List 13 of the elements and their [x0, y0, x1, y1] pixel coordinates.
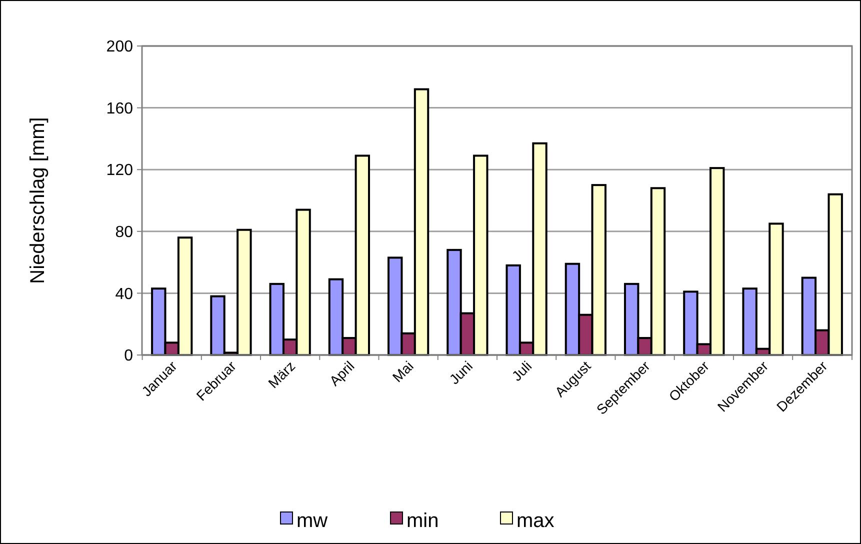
legend-label: max	[516, 510, 554, 532]
x-tick-label: Juni	[446, 358, 476, 388]
legend-label: min	[406, 510, 439, 532]
y-tick-label: 80	[115, 224, 134, 241]
y-tick-label: 160	[106, 100, 134, 118]
y-axis-title: Niederschlag [mm]	[27, 117, 49, 284]
legend-label: mw	[296, 510, 328, 532]
y-tick-label: 0	[124, 348, 134, 365]
y-tick-label: 120	[106, 162, 134, 180]
x-tick-label: Mai	[389, 358, 416, 386]
x-tick-label: Juli	[508, 358, 535, 384]
y-tick-label: 40	[115, 286, 134, 303]
y-tick-label: 200	[106, 38, 134, 56]
